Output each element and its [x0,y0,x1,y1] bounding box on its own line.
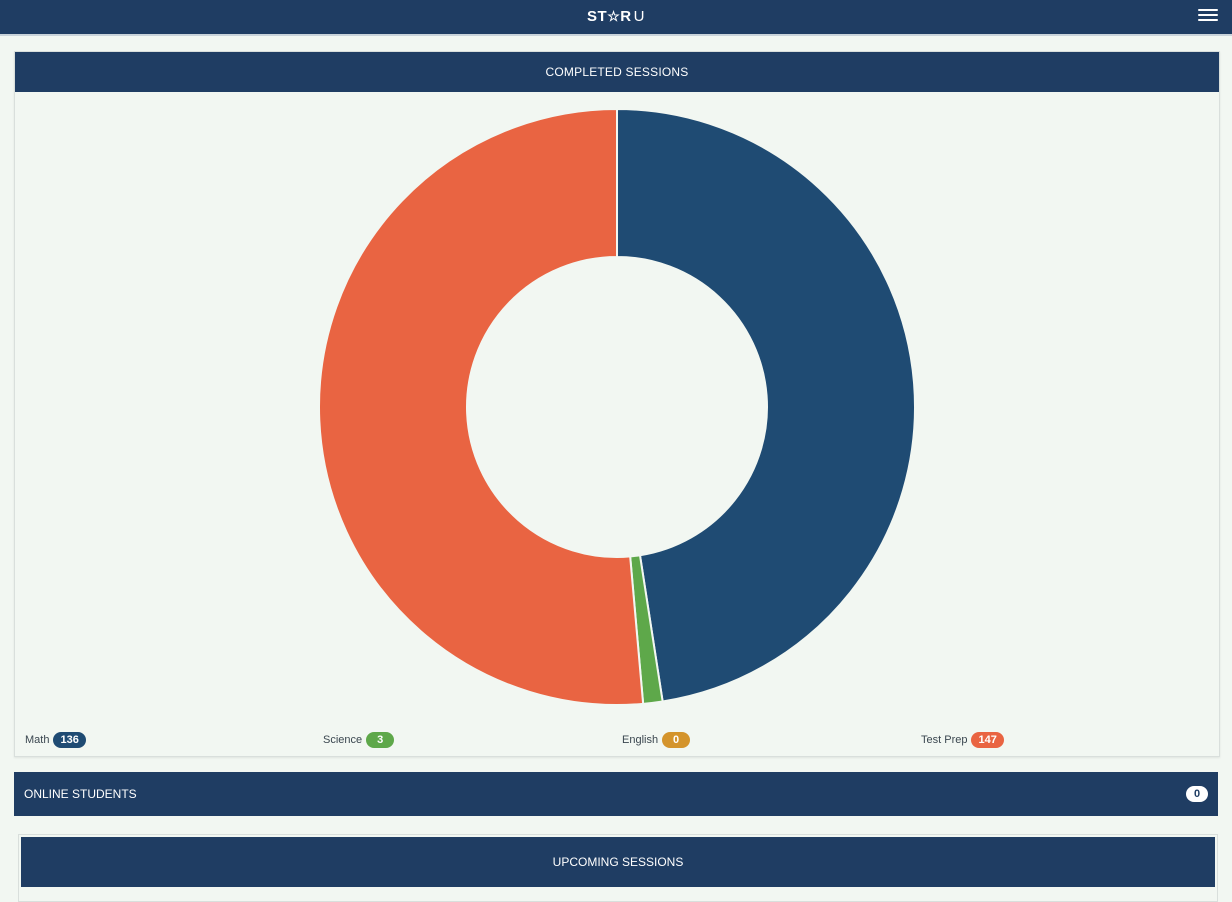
upcoming-sessions-panel: UPCOMING SESSIONS [18,834,1218,902]
completed-sessions-title: COMPLETED SESSIONS [15,52,1219,92]
logo-text-st: ST [587,8,608,25]
donut-slice-math[interactable] [616,107,916,703]
legend-count-science: 3 [366,732,395,748]
donut-slice-test-prep[interactable] [318,107,645,706]
legend-item-test-prep: Test Prep 147 [921,731,1004,749]
legend-item-science: Science 3 [323,731,395,749]
legend-label-science: Science [323,734,363,746]
hamburger-menu-icon[interactable] [1198,9,1218,25]
online-students-label: ONLINE STUDENTS [24,787,137,801]
legend-count-english: 0 [662,732,691,748]
logo-text-u: U [633,8,645,25]
legend-label-english: English [622,734,659,746]
chart-legend: Math 136 Science 3 English 0 Test Prep 1… [15,731,1219,751]
legend-item-english: English 0 [622,731,691,749]
legend-count-test-prep: 147 [971,732,1004,748]
online-students-bar[interactable]: ONLINE STUDENTS 0 [14,772,1218,816]
completed-sessions-panel: COMPLETED SESSIONS Math 136 Science 3 En… [14,51,1220,757]
legend-item-math: Math 136 [25,731,86,749]
online-students-count-badge: 0 [1186,786,1208,802]
legend-label-test-prep: Test Prep [921,734,968,746]
legend-label-math: Math [25,734,50,746]
star-icon: ☆ [607,8,621,24]
app-logo[interactable]: ST☆R U [0,0,1232,34]
top-navbar: ST☆R U [0,0,1232,36]
completed-sessions-donut-chart [318,107,916,706]
logo-text-r: R [620,8,632,25]
upcoming-sessions-title: UPCOMING SESSIONS [21,837,1215,887]
legend-count-math: 136 [53,732,86,748]
